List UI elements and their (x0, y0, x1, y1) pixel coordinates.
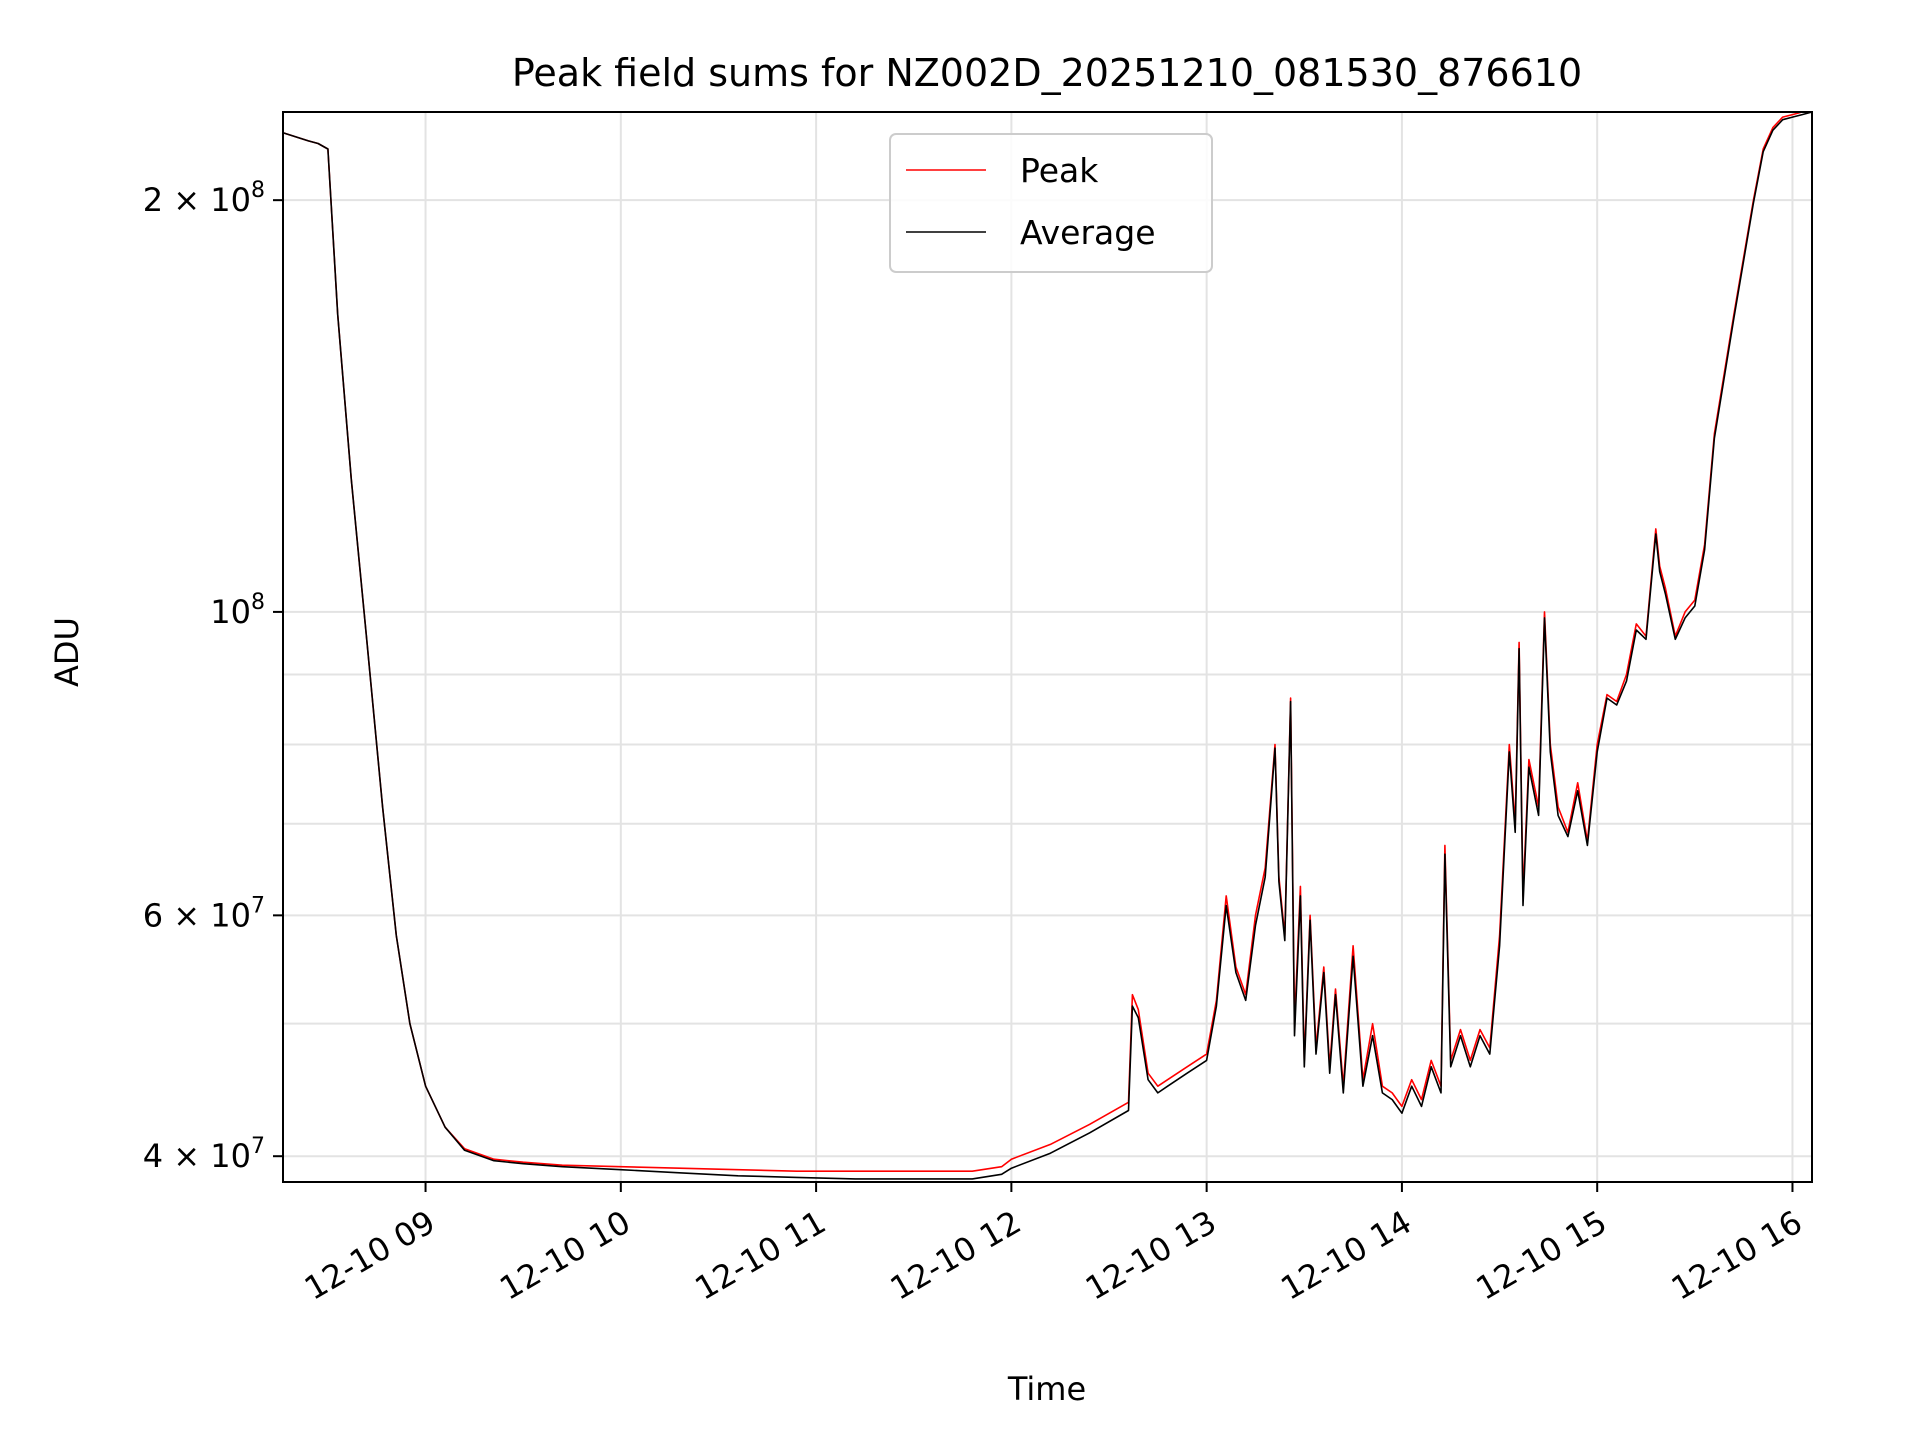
legend-label-peak: Peak (1020, 151, 1099, 190)
series-layer (282, 111, 1813, 1180)
series-line-average (282, 111, 1813, 1180)
y-tick-label: 108 (210, 590, 265, 631)
legend: Peak Average (889, 133, 1213, 273)
plot-frame (282, 111, 1813, 1183)
legend-box (889, 133, 1213, 273)
grid-lines (283, 112, 1812, 1182)
series-line-peak (282, 111, 1812, 1172)
chart-title: Peak field sums for NZ002D_20251210_0815… (512, 51, 1582, 95)
y-tick-label: 6 × 107 (143, 893, 265, 934)
legend-label-average: Average (1020, 213, 1156, 252)
y-axis-label: ADU (48, 617, 86, 687)
y-tick-label: 2 × 108 (143, 178, 265, 219)
x-axis-label: Time (1007, 1370, 1086, 1408)
y-tick-label: 4 × 107 (143, 1134, 265, 1175)
y-axis-ticks: 4 × 107 6 × 107 108 2 × 108 (143, 178, 283, 1175)
